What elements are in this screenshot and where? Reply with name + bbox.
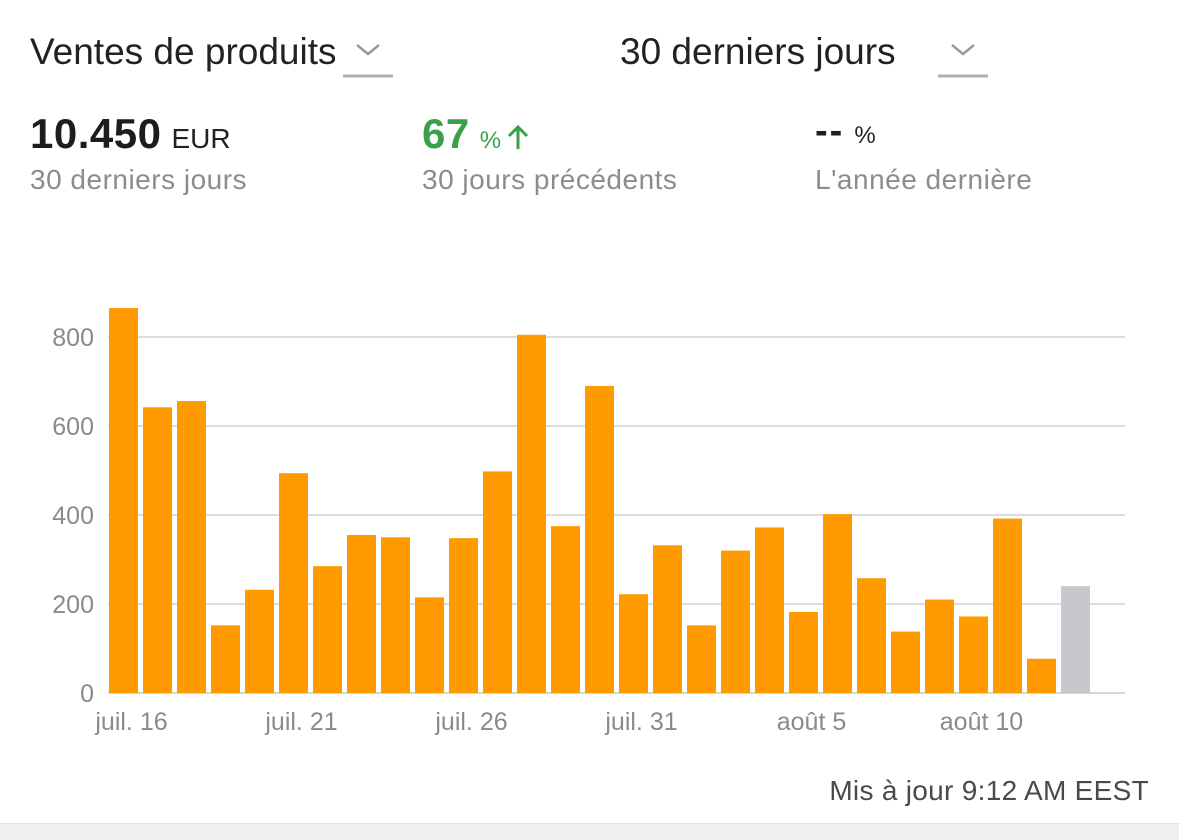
bar (245, 589, 274, 693)
bar (211, 625, 240, 693)
bar (891, 631, 920, 693)
bar (177, 401, 206, 693)
bar (143, 407, 172, 693)
bar (993, 518, 1022, 693)
y-tick-label: 800 (52, 324, 94, 352)
x-tick-label: juil. 26 (434, 708, 507, 736)
metric-current: 10.450 EUR 30 derniers jours (30, 110, 247, 196)
bar (415, 597, 444, 693)
chevron-down-icon (341, 28, 395, 80)
x-tick-label: juil. 31 (604, 708, 677, 736)
current-value: 10.450 (30, 110, 162, 157)
x-tick-label: juil. 16 (94, 708, 167, 736)
bar (551, 526, 580, 693)
current-unit: EUR (171, 123, 231, 154)
previous-unit: % (479, 127, 502, 154)
current-label: 30 derniers jours (30, 164, 248, 195)
bar (381, 537, 410, 693)
bar (347, 535, 376, 693)
bar (313, 566, 342, 693)
bar (619, 594, 648, 693)
bar (959, 616, 988, 693)
bottom-divider (0, 823, 1179, 840)
chevron-down-icon (936, 28, 990, 80)
bar (449, 538, 478, 693)
bar (653, 545, 682, 693)
updated-timestamp: Mis à jour 9:12 AM EEST (829, 775, 1149, 806)
metric-last-year: -- % L'année dernière (815, 110, 1032, 196)
bar-today (1061, 586, 1090, 693)
previous-label: 30 jours précédents (422, 164, 678, 195)
bar (687, 625, 716, 693)
period-selector[interactable]: 30 derniers jours (620, 28, 990, 80)
bar (279, 473, 308, 693)
y-tick-label: 400 (52, 502, 94, 530)
bar (109, 308, 138, 693)
bar (585, 385, 614, 693)
metric-previous: 67 % 30 jours précédents (422, 110, 677, 196)
last-year-unit: % (854, 122, 876, 149)
x-tick-label: août 5 (777, 708, 847, 736)
previous-value: 67 (422, 110, 470, 157)
x-tick-label: juil. 21 (264, 708, 337, 736)
arrow-up-icon (507, 123, 529, 151)
x-tick-label: août 10 (940, 708, 1023, 736)
bar (517, 334, 546, 693)
metric-selector[interactable]: Ventes de produits (30, 28, 395, 80)
bar (755, 527, 784, 693)
y-tick-label: 0 (80, 680, 94, 708)
last-year-label: L'année dernière (815, 164, 1033, 195)
sales-bar-chart: 0 200 400 600 800 juil. 16 juil. 21 juil. 26 jui… (52, 308, 1125, 736)
last-year-value: -- (815, 110, 845, 152)
metric-selector-label: Ventes de produits (30, 31, 337, 72)
bar (1027, 658, 1056, 693)
bar (789, 612, 818, 693)
bar (823, 514, 852, 693)
period-selector-label: 30 derniers jours (620, 31, 896, 72)
bar (483, 471, 512, 693)
bar (857, 578, 886, 693)
bar (925, 599, 954, 693)
y-tick-label: 200 (52, 591, 94, 619)
y-tick-label: 600 (52, 413, 94, 441)
bar (721, 550, 750, 693)
